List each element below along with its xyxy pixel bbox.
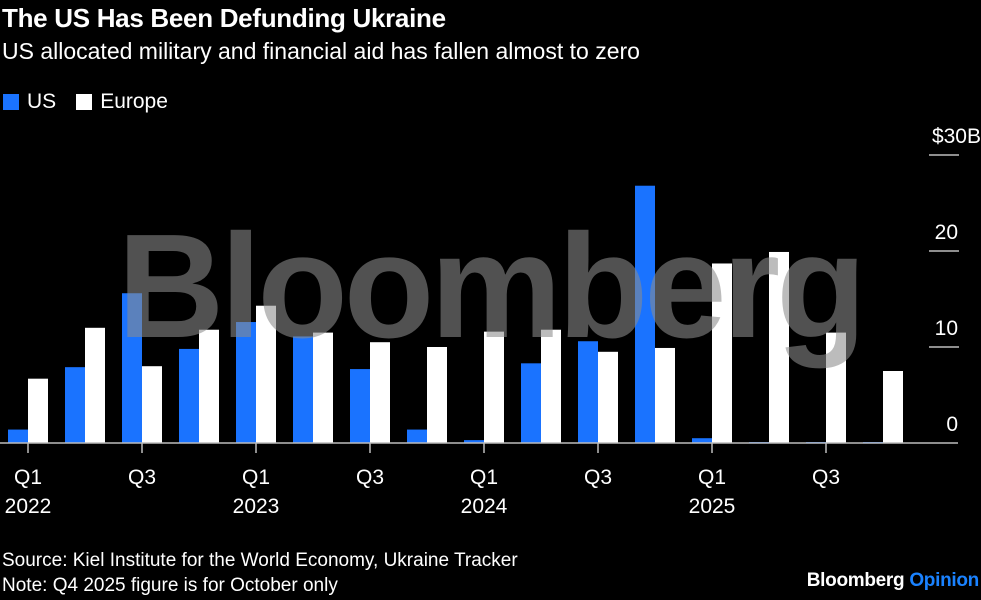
legend-label-europe: Europe xyxy=(100,90,168,113)
x-tick-label: Q3 xyxy=(812,466,840,489)
legend-item-us: US xyxy=(3,90,56,114)
bar-europe-q2-2025 xyxy=(769,251,789,443)
bar-europe-q4-2022 xyxy=(199,329,219,443)
bar-us-q3-2022 xyxy=(122,293,142,443)
y-tick-label: 0 xyxy=(946,413,958,436)
bloomberg-watermark: Bloomberg xyxy=(117,204,862,369)
bar-europe-q4-2024 xyxy=(655,347,675,443)
bar-europe-q2-2022 xyxy=(85,327,105,443)
bar-us-q3-2023 xyxy=(350,369,370,443)
x-tick-year-label: 2025 xyxy=(689,495,736,518)
bar-us-q2-2024 xyxy=(521,363,541,443)
axes-layer: Q1 2022 Q3 Q1 2023 Q3 Q1 2024 Q3 Q1 2025 Q3 $30B 20 10… xyxy=(0,125,981,518)
bar-us-q2-2022 xyxy=(65,367,85,443)
legend-label-us: US xyxy=(27,90,57,113)
x-tick-label: Q1 xyxy=(698,466,726,489)
x-tick-label: Q3 xyxy=(128,466,156,489)
legend-item-europe: Europe xyxy=(76,90,168,114)
bar-us-q1-2024 xyxy=(464,440,484,443)
bar-us-q3-2024 xyxy=(578,341,598,443)
bar-us-q1-2023 xyxy=(236,322,256,443)
bar-us-q1-2025 xyxy=(692,438,712,443)
brand-accent: Opinion xyxy=(909,570,979,591)
bar-us-q4-2024 xyxy=(635,185,655,443)
x-tick-label: Q3 xyxy=(584,466,612,489)
bar-europe-q2-2023 xyxy=(313,332,333,443)
x-tick-year-label: 2024 xyxy=(461,495,508,518)
bar-europe-q3-2022 xyxy=(142,366,162,443)
legend: US Europe xyxy=(3,90,188,114)
bar-europe-q4-2023 xyxy=(427,347,447,443)
bar-europe-q1-2025 xyxy=(712,263,732,443)
legend-swatch-europe xyxy=(76,94,93,110)
x-tick-year-label: 2023 xyxy=(233,495,280,518)
bloomberg-opinion-logo: Bloomberg Opinion xyxy=(806,570,980,592)
bar-us-q2-2023 xyxy=(293,336,313,443)
bar-europe-q4-2025 xyxy=(883,371,903,443)
y-tick-label: $30B xyxy=(932,125,981,148)
bar-europe-q1-2023 xyxy=(256,305,276,443)
x-tick-label: Q1 xyxy=(14,466,42,489)
x-tick-label: Q1 xyxy=(470,466,498,489)
y-tick-label: 20 xyxy=(935,221,958,244)
brand-main: Bloomberg xyxy=(806,570,905,591)
bar-europe-q3-2024 xyxy=(598,351,618,443)
bar-europe-q3-2025 xyxy=(826,332,846,443)
bars-layer xyxy=(8,185,903,444)
y-tick-label: 10 xyxy=(935,317,958,340)
x-tick-label: Q1 xyxy=(242,466,270,489)
bar-us-q1-2022 xyxy=(8,429,28,443)
bar-us-q4-2022 xyxy=(179,348,199,443)
legend-swatch-us xyxy=(3,94,19,110)
bar-us-q4-2023 xyxy=(407,429,427,443)
bar-europe-q1-2024 xyxy=(484,331,504,443)
chart-title: The US Has Been Defunding Ukraine xyxy=(2,3,446,33)
x-tick-year-label: 2022 xyxy=(5,495,52,518)
bar-europe-q2-2024 xyxy=(541,329,561,443)
chart-subtitle: US allocated military and financial aid … xyxy=(2,38,640,64)
bar-europe-q1-2022 xyxy=(28,378,48,443)
source-note: Source: Kiel Institute for the World Eco… xyxy=(2,550,518,571)
bar-europe-q3-2023 xyxy=(370,342,390,443)
x-tick-label: Q3 xyxy=(356,466,384,489)
footnote: Note: Q4 2025 figure is for October only xyxy=(2,575,338,596)
